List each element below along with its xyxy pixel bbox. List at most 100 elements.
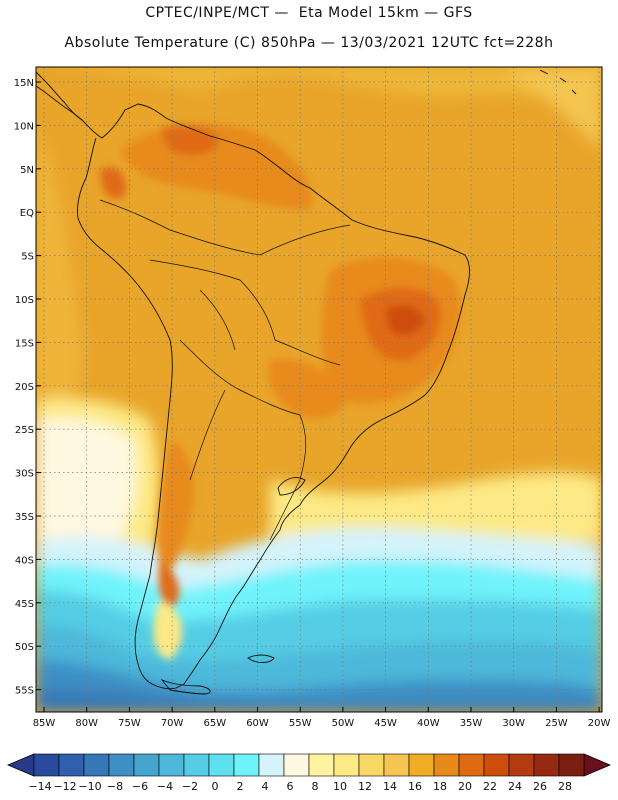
- map-title-line-1: CPTEC/INPE/MCT — Eta Model 15km — GFS: [145, 5, 473, 21]
- lat-label: 5S: [21, 252, 34, 263]
- colorbar-swatch: [533, 753, 560, 777]
- lagoa-dos-patos: [277, 477, 306, 496]
- colorbar-swatch: [408, 753, 435, 777]
- lon-label: 70W: [161, 718, 184, 729]
- lat-label: 10S: [15, 295, 34, 306]
- colorbar-label: 4: [262, 780, 269, 793]
- colorbar-label: 14: [383, 780, 397, 793]
- lat-label: 45S: [15, 599, 34, 610]
- colorbar-label: 24: [508, 780, 522, 793]
- colorbar-swatch: [433, 753, 460, 777]
- colorbar-swatch: [358, 753, 385, 777]
- colorbar-swatch: [133, 753, 160, 777]
- south-america-coastline: [36, 85, 470, 690]
- colorbar-label: 16: [408, 780, 422, 793]
- colorbar: −14 −12 −10 −8 −6 −4 −2 0 2 4 6 8 10 12 14 16 18 20 22 24 26…: [6, 753, 612, 793]
- latitude-labels: 15N 10N 5N EQ 5S 10S 15S 20S 25S 30S 35S 40S 45S 50S 5…: [14, 78, 41, 697]
- colorbar-under-arrow: [6, 753, 35, 777]
- colorbar-label: 6: [287, 780, 294, 793]
- lon-label: 85W: [33, 718, 56, 729]
- colorbar-swatch: [308, 753, 335, 777]
- colorbar-swatch: [33, 753, 60, 777]
- colorbar-label: −4: [157, 780, 173, 793]
- lat-label: 15N: [14, 78, 34, 89]
- field-blue-2: [36, 660, 602, 712]
- colorbar-label: 28: [558, 780, 572, 793]
- lon-label: 80W: [75, 718, 98, 729]
- colorbar-swatch: [183, 753, 210, 777]
- temperature-field: [36, 67, 602, 712]
- field-bahia-hottest: [385, 304, 425, 336]
- colorbar-swatch: [283, 753, 310, 777]
- colorbar-swatch: [108, 753, 135, 777]
- field-northeast-patch: [500, 67, 602, 150]
- lat-label: 55S: [15, 686, 34, 697]
- colorbar-label: 2: [237, 780, 244, 793]
- colorbar-over-arrow: [583, 753, 612, 777]
- field-blue-3: [36, 690, 602, 712]
- lat-label: 30S: [15, 469, 34, 480]
- colorbar-label: −8: [107, 780, 123, 793]
- field-andes-east-warm: [158, 440, 194, 573]
- colorbar-swatch: [333, 753, 360, 777]
- colorbar-label: 12: [358, 780, 372, 793]
- lon-label: 35W: [460, 718, 483, 729]
- field-patagonia-warm: [158, 560, 180, 606]
- lat-label: 5N: [20, 165, 34, 176]
- colorbar-label: −2: [182, 780, 198, 793]
- colorbar-label: 26: [533, 780, 547, 793]
- lat-label: 50S: [15, 642, 34, 653]
- colorbar-label: 10: [333, 780, 347, 793]
- colorbar-swatch: [558, 753, 585, 777]
- colorbar-label: 22: [483, 780, 497, 793]
- lat-label: EQ: [20, 208, 34, 219]
- longitude-labels: 85W 80W 75W 70W 65W 60W 55W 50W 45W 40W 35W 30W 25W 2…: [33, 707, 611, 729]
- field-pacific-west: [36, 130, 82, 400]
- map-title-line-2: Absolute Temperature (C) 850hPa — 13/03/…: [64, 35, 554, 51]
- colorbar-swatch: [258, 753, 285, 777]
- colorbar-label: −12: [53, 780, 76, 793]
- tierra-del-fuego: [160, 678, 211, 695]
- lon-label: 40W: [417, 718, 440, 729]
- lon-label: 60W: [246, 718, 269, 729]
- lon-label: 50W: [332, 718, 355, 729]
- colorbar-swatch: [383, 753, 410, 777]
- colorbar-label: 20: [458, 780, 472, 793]
- lon-label: 45W: [374, 718, 397, 729]
- field-pacific-cream: [36, 418, 137, 540]
- lon-label: 75W: [118, 718, 141, 729]
- lon-label: 65W: [203, 718, 226, 729]
- colorbar-swatch: [233, 753, 260, 777]
- lat-label: 40S: [15, 555, 34, 566]
- colorbar-labels: −14 −12 −10 −8 −6 −4 −2 0 2 4 6 8 10 12 14 16 18 20 22 24 26…: [28, 780, 572, 793]
- colorbar-label: 0: [212, 780, 219, 793]
- lon-label: 20W: [588, 718, 611, 729]
- country-borders: [99, 199, 351, 541]
- field-colombia-hot: [100, 166, 126, 199]
- central-america-coastline: [36, 71, 83, 121]
- colorbar-label: −14: [28, 780, 51, 793]
- lat-label: 15S: [15, 338, 34, 349]
- colorbar-swatch: [483, 753, 510, 777]
- colorbar-label: −10: [78, 780, 101, 793]
- lon-label: 55W: [289, 718, 312, 729]
- colorbar-swatch: [83, 753, 110, 777]
- colorbar-swatch: [508, 753, 535, 777]
- colorbar-swatch: [458, 753, 485, 777]
- falkland-islands: [247, 654, 275, 663]
- caribbean-islands: [539, 69, 577, 95]
- colorbar-swatch: [208, 753, 235, 777]
- lon-label: 25W: [545, 718, 568, 729]
- map-frame: [35, 66, 603, 713]
- coastline-borders: [36, 69, 577, 695]
- colorbar-label: 18: [433, 780, 447, 793]
- lon-label: 30W: [502, 718, 525, 729]
- lat-label: 25S: [15, 425, 34, 436]
- lat-label: 10N: [14, 121, 34, 132]
- colorbar-swatches: [33, 753, 585, 777]
- field-mato-grosso-warm: [268, 359, 350, 419]
- colorbar-swatch: [58, 753, 85, 777]
- field-north-band: [36, 67, 602, 110]
- lat-label: 35S: [15, 512, 34, 523]
